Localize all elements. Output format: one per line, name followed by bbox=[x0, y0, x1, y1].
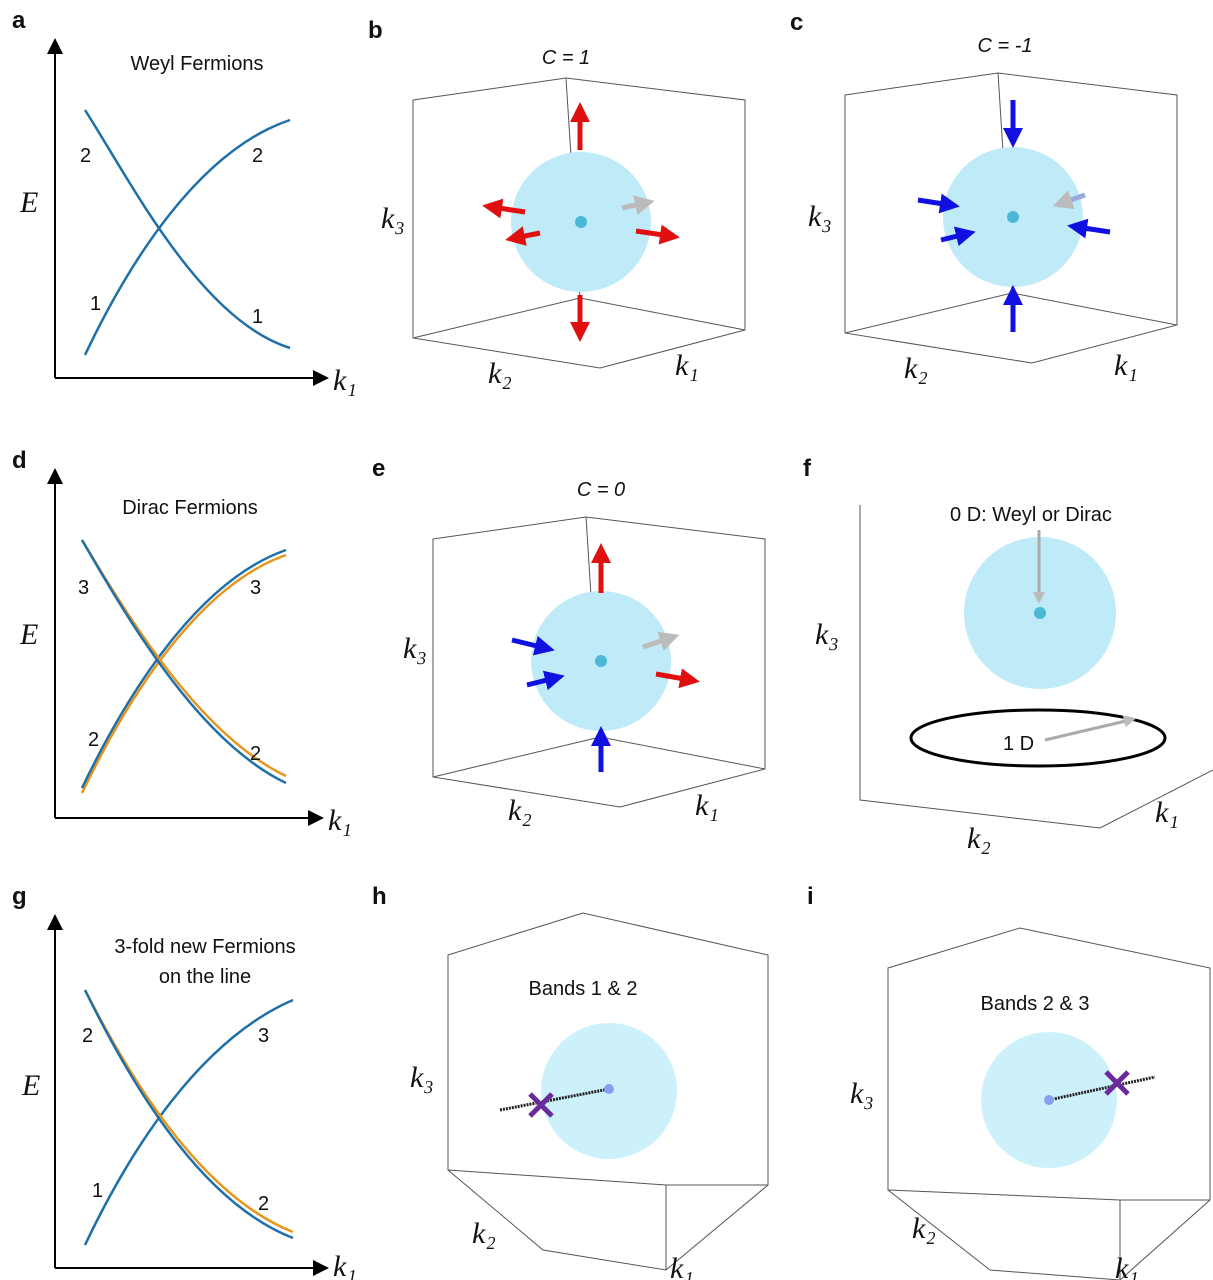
panel-f: f 0 D: Weyl or Dirac 1 D k₃ k₂ k₁ bbox=[803, 455, 1213, 855]
axis-label: k₃ bbox=[808, 200, 832, 233]
axis-label: k₁ bbox=[1114, 349, 1138, 382]
panel-letter: c bbox=[790, 9, 803, 36]
band-label: 2 bbox=[82, 1025, 93, 1047]
band-label: 1 bbox=[252, 306, 263, 328]
band-label: 3 bbox=[250, 577, 261, 599]
axis-label: k₃ bbox=[403, 632, 427, 665]
arrows bbox=[511, 543, 700, 772]
band-label: 2 bbox=[252, 145, 263, 167]
title: 3-fold new Fermions bbox=[114, 936, 295, 958]
nodal-ring bbox=[909, 708, 1167, 768]
y-label: E bbox=[19, 618, 38, 651]
x-label: k₁ bbox=[333, 364, 357, 397]
panel-letter: g bbox=[12, 883, 27, 910]
axis-label: k₃ bbox=[381, 202, 405, 235]
title: Bands 2 & 3 bbox=[981, 993, 1090, 1015]
panel-e: e C = 0 k₃ k₂ k₁ bbox=[372, 455, 766, 827]
band bbox=[83, 118, 291, 356]
panel-d: d Dirac Fermions E k₁ 3 3 2 2 bbox=[12, 447, 352, 837]
x-label: k₁ bbox=[333, 1250, 357, 1280]
panel-letter: h bbox=[372, 883, 387, 910]
axes bbox=[54, 42, 325, 378]
band-label: 3 bbox=[258, 1025, 269, 1047]
band-label: 2 bbox=[258, 1193, 269, 1215]
band-label: 1 bbox=[90, 293, 101, 315]
panel-h: h Bands 1 & 2 k₃ k₂ k₁ bbox=[372, 883, 769, 1280]
band bbox=[83, 109, 291, 350]
sphere bbox=[531, 591, 671, 731]
axis-label: k₁ bbox=[1155, 796, 1179, 829]
y-label: E bbox=[19, 186, 38, 219]
band-label: 1 bbox=[92, 1180, 103, 1202]
ring-label: 1 D bbox=[1003, 733, 1034, 755]
axis-label: k₁ bbox=[1115, 1252, 1139, 1280]
title: Weyl Fermions bbox=[131, 53, 264, 75]
axis-label: k₂ bbox=[472, 1217, 496, 1250]
panel-letter: f bbox=[803, 455, 812, 482]
axis-label: k₂ bbox=[488, 357, 512, 390]
band-label: 2 bbox=[88, 729, 99, 751]
line bbox=[499, 1087, 610, 1112]
panel-b: b C = 1 k₃ k₂ k₁ bbox=[368, 17, 746, 390]
band bbox=[83, 989, 294, 1240]
axes bbox=[859, 505, 1213, 829]
panel-letter: e bbox=[372, 455, 385, 482]
panel-i: i Bands 2 & 3 k₃ k₂ k₁ bbox=[807, 883, 1211, 1280]
crossing bbox=[1104, 1070, 1130, 1096]
box bbox=[447, 912, 769, 1271]
band-label: 2 bbox=[250, 743, 261, 765]
band bbox=[80, 539, 287, 785]
title: C = -1 bbox=[977, 35, 1032, 57]
title: Dirac Fermions bbox=[122, 497, 258, 519]
arrows bbox=[917, 100, 1111, 332]
title: C = 1 bbox=[542, 47, 590, 69]
band bbox=[83, 998, 294, 1246]
axis-label: k₁ bbox=[675, 349, 699, 382]
pointer bbox=[1044, 715, 1136, 742]
axis-label: k₃ bbox=[815, 618, 839, 651]
band-label: 2 bbox=[80, 145, 91, 167]
panel-letter: d bbox=[12, 447, 27, 474]
band bbox=[80, 539, 287, 778]
axis-label: k₃ bbox=[410, 1061, 434, 1094]
axis-label: k₃ bbox=[850, 1077, 874, 1110]
band bbox=[80, 548, 287, 789]
point bbox=[604, 1084, 614, 1094]
axis-label: k₂ bbox=[967, 822, 991, 855]
point bbox=[1034, 607, 1046, 619]
panel-c: c C = -1 k₃ k₂ k₁ bbox=[790, 9, 1178, 385]
axis-label: k₁ bbox=[695, 789, 719, 822]
band-label: 3 bbox=[78, 577, 89, 599]
axis-label: k₂ bbox=[912, 1212, 936, 1245]
title: C = 0 bbox=[577, 479, 625, 501]
x-label: k₁ bbox=[328, 804, 352, 837]
panel-letter: i bbox=[807, 883, 814, 910]
y-label: E bbox=[21, 1069, 40, 1102]
title: 0 D: Weyl or Dirac bbox=[950, 504, 1112, 526]
point bbox=[1044, 1095, 1054, 1105]
panel-letter: a bbox=[12, 7, 26, 34]
sphere bbox=[511, 152, 651, 292]
arrows bbox=[482, 102, 680, 342]
axis-label: k₂ bbox=[904, 352, 928, 385]
title: Bands 1 & 2 bbox=[529, 978, 638, 1000]
axis-label: k₂ bbox=[508, 794, 532, 827]
panel-letter: b bbox=[368, 17, 383, 44]
band bbox=[80, 553, 287, 794]
sphere bbox=[943, 147, 1083, 287]
axis-label: k₁ bbox=[670, 1252, 694, 1280]
crossing bbox=[528, 1092, 554, 1118]
panel-g: g 3-fold new Fermions on the line E k₁ 2… bbox=[12, 883, 357, 1280]
box bbox=[887, 927, 1211, 1280]
panel-a: a Weyl Fermions E k₁ 2 2 1 1 bbox=[12, 7, 357, 397]
line bbox=[1048, 1075, 1156, 1102]
title: on the line bbox=[159, 966, 251, 988]
